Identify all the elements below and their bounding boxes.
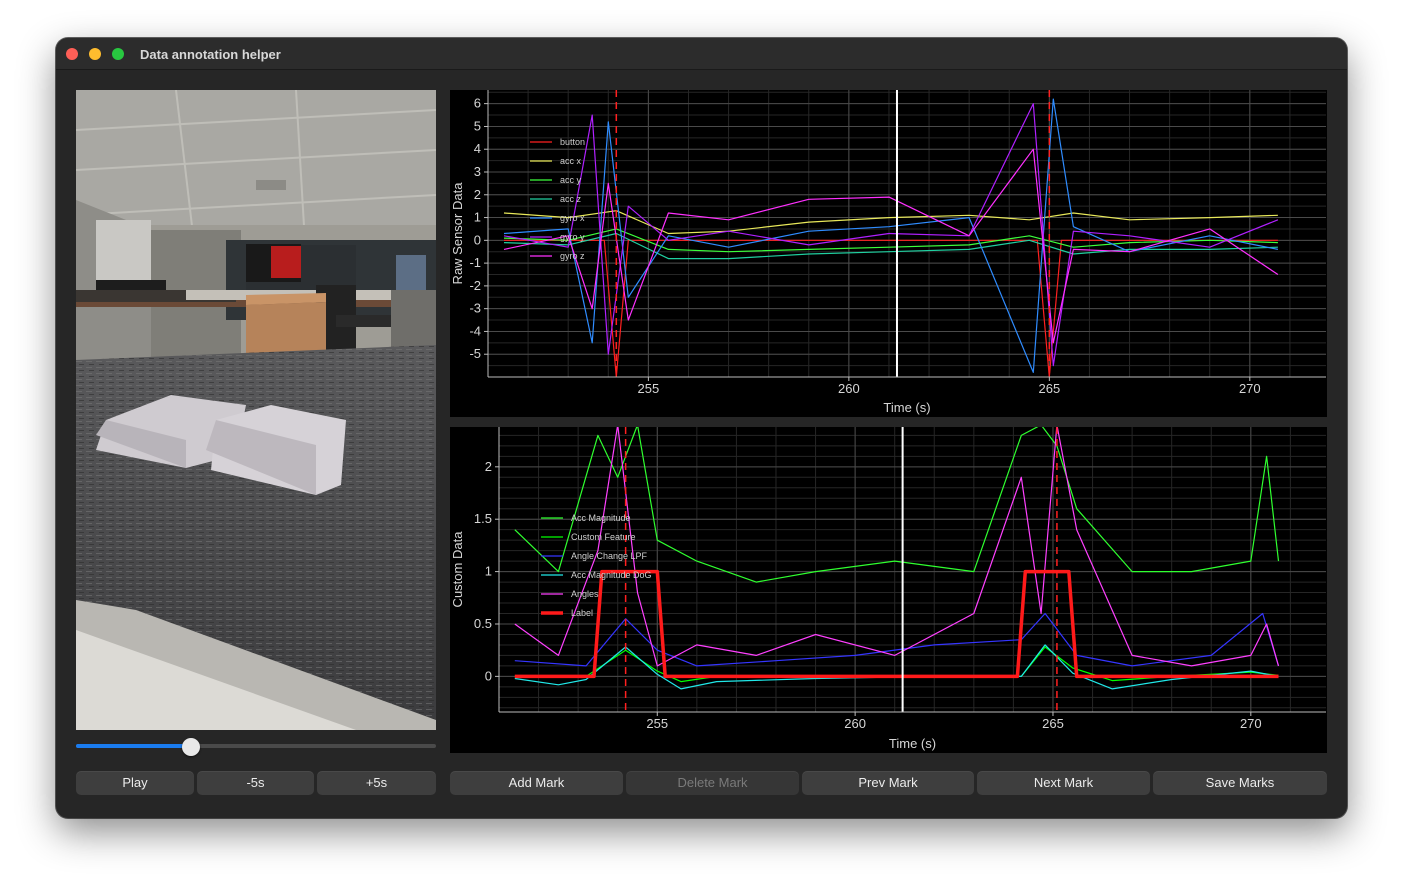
video-scene-image [76,90,436,730]
delete-mark-button[interactable]: Delete Mark [626,771,799,795]
legend-label-acc-x: acc x [560,156,582,166]
legend: button acc x acc y acc z gyro x gyro y gyro z [530,137,585,261]
video-position-slider[interactable] [76,738,436,756]
series-group [514,427,1280,690]
slider-track [76,744,436,748]
series-line-angle-change-lpf [514,612,1280,667]
x-tick-label: 265 [1042,716,1064,731]
custom-data-plot[interactable]: 255 260 265 270 2 1.5 1 0.5 0 Time (s) Custom Data… [450,427,1327,753]
legend-label-button: button [560,137,585,147]
y-tick-label: 3 [474,164,481,179]
custom-data-chart[interactable]: 255 260 265 270 2 1.5 1 0.5 0 Time (s) Custom Data… [450,427,1327,753]
next-mark-button[interactable]: Next Mark [977,771,1150,795]
series-line-angles [514,427,1280,667]
series-line-button [504,239,1278,377]
series-line-label [514,569,1279,679]
x-tick-label: 260 [838,381,860,396]
y-tick-label: 0.5 [474,616,492,631]
series-line-acc-z [503,232,1278,260]
legend-label-acc-z: acc z [560,194,582,204]
legend-label-gyro-x: gyro x [560,213,585,223]
y-tick-label: 1 [485,564,492,579]
y-tick-label: 1.5 [474,511,492,526]
y-tick-label: 2 [474,187,481,202]
x-tick-label: 255 [638,381,660,396]
series-line-acc-magnitude [514,427,1280,583]
legend-label-acc-magnitude: Acc Magnitude [571,513,631,523]
y-tick-label: -1 [469,255,481,270]
raw-sensor-chart[interactable]: 255 260 265 270 6 5 4 3 2 1 0 -1 -2 -3 -4 -5 Time (s) Raw… [450,90,1327,417]
title-bar: Data annotation helper [56,38,1347,70]
y-tick-label: 6 [474,96,481,111]
play-button[interactable]: Play [76,771,194,795]
zoom-window-button[interactable] [112,48,124,60]
video-frame[interactable] [76,90,436,730]
x-tick-label: 270 [1240,716,1262,731]
legend-label-gyro-z: gyro z [560,251,585,261]
legend-label-gyro-y: gyro y [560,232,585,242]
forward-5s-button[interactable]: +5s [317,771,436,795]
legend-label-acc-magnitude-dog: Acc Magnitude DoG [571,570,652,580]
y-tick-label: 5 [474,118,481,133]
series-line-gyro-y [503,103,1279,367]
legend: Acc Magnitude Custom Feature Angle Change … [541,513,652,618]
y-tick-label: -5 [469,346,481,361]
x-tick-label: 255 [646,716,668,731]
raw-sensor-plot[interactable]: 255 260 265 270 6 5 4 3 2 1 0 -1 -2 -3 -4 -5 Time (s) Raw… [450,90,1327,417]
close-window-button[interactable] [66,48,78,60]
prev-mark-button[interactable]: Prev Mark [802,771,974,795]
series-line-acc-magnitude-dog [514,644,1279,690]
series-group [503,98,1279,377]
series-line-gyro-z [503,148,1279,344]
legend-label-label: Label [571,608,593,618]
x-tick-label: 265 [1038,381,1060,396]
y-tick-label: -2 [469,278,481,293]
add-mark-button[interactable]: Add Mark [450,771,623,795]
y-tick-label: 4 [474,141,481,156]
x-tick-label: 270 [1239,381,1261,396]
save-marks-button[interactable]: Save Marks [1153,771,1327,795]
y-tick-label: 1 [474,210,481,225]
x-axis-label: Time (s) [889,736,936,751]
y-tick-label: 2 [485,459,492,474]
plot-area [498,427,1326,712]
minimize-window-button[interactable] [89,48,101,60]
legend-label-angles: Angles [571,589,599,599]
y-axis-label: Raw Sensor Data [450,182,465,285]
slider-thumb[interactable] [182,738,201,756]
x-axis-label: Time (s) [883,400,930,415]
y-tick-label: 0 [485,668,492,683]
y-tick-label: -3 [469,301,481,316]
legend-label-angle-change-lpf: Angle Change LPF [571,551,648,561]
x-tick-label: 260 [844,716,866,731]
slider-fill [76,744,192,748]
back-5s-button[interactable]: -5s [197,771,314,795]
app-window: Data annotation helper [56,38,1347,818]
y-axis-label: Custom Data [450,531,465,608]
window-title: Data annotation helper [140,47,281,62]
y-tick-label: 0 [474,232,481,247]
legend-label-custom-feature: Custom Feature [571,532,636,542]
legend-label-acc-y: acc y [560,175,582,185]
y-tick-label: -4 [469,323,481,338]
